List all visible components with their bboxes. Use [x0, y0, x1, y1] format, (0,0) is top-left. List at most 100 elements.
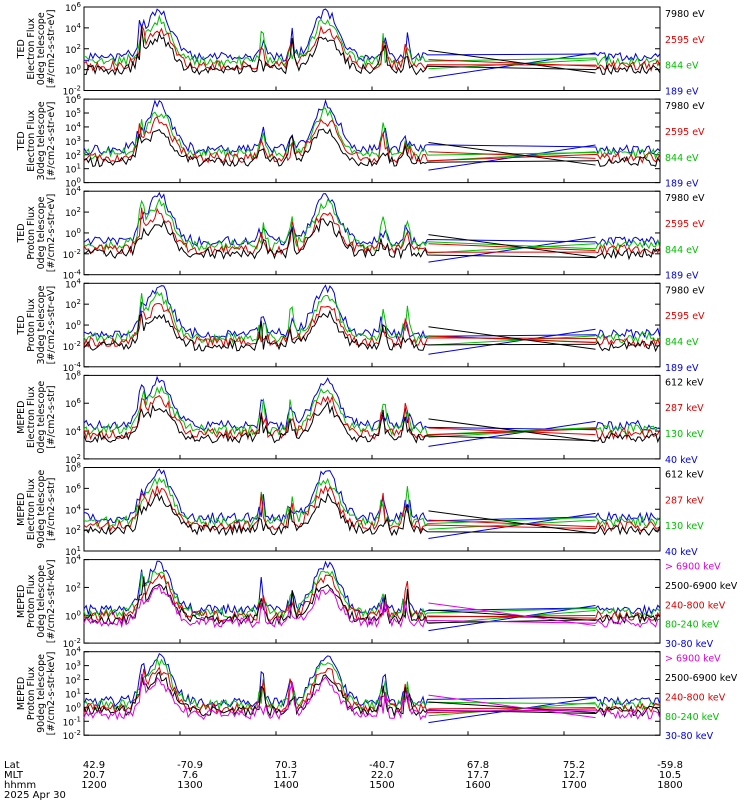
ytick-label: 103: [65, 135, 81, 148]
series-trace: [83, 671, 661, 718]
ylabel-line: [#/cm2-s-str-eV]: [46, 102, 57, 181]
ytick-label: 101: [65, 687, 81, 700]
ylabel-line: [#/cm2-s-str-keV]: [46, 652, 57, 736]
xaxis-row-label-mlt: MLT: [4, 770, 24, 781]
panel-frame: [83, 559, 661, 644]
ytick-label: 100: [65, 701, 81, 714]
series-trace: [83, 652, 661, 709]
ylabel-line: Electron Flux: [26, 386, 37, 448]
xtick-label-lat: 67.8: [467, 760, 489, 771]
series-trace: [83, 8, 661, 63]
series-gap-connector: [428, 49, 596, 74]
xtick-label-hhmm: 1500: [369, 780, 394, 791]
legend-entry: > 6900 keV: [665, 654, 721, 665]
ylabel-line: MEPED: [16, 585, 27, 618]
legend-entry: 7980 eV: [665, 9, 705, 20]
xtick-label-lat: 42.9: [83, 760, 105, 771]
legend-entry: 240-800 keV: [665, 600, 726, 611]
ylabel: TED Proton Flux 0deg telescope [#/cm2-s-str…: [16, 194, 57, 273]
xtick-label-mlt: 20.7: [83, 770, 105, 781]
series-gap-connector: [428, 609, 596, 622]
series-gap-connector: [428, 243, 596, 254]
xtick-label-mlt: 17.7: [467, 770, 489, 781]
legend-entry: 844 eV: [665, 61, 699, 72]
ylabel: MEPED Electron Flux 0deg telescope [#/cm2-s…: [16, 381, 57, 454]
series-trace: [83, 468, 661, 525]
series-gap-connector: [428, 519, 596, 528]
series-gap-connector: [428, 707, 596, 710]
ylabel-line: [#/cm2-s-str-keV]: [46, 559, 57, 643]
legend-entry: 189 eV: [665, 363, 699, 374]
ylabel-line: Electron Flux: [26, 478, 37, 540]
legend-entry: > 6900 keV: [665, 562, 721, 573]
ylabel-line: 0deg telescope: [36, 565, 47, 638]
series-trace: [83, 302, 661, 349]
ytick-label: 100: [65, 227, 81, 240]
ylabel-line: TED: [16, 315, 27, 335]
series-gap-connector: [428, 335, 596, 346]
ylabel-line: 90deg telescope: [36, 654, 47, 733]
ylabel-line: [#/cm2-s-str-eV]: [46, 194, 57, 273]
ytick-label: 10-2: [63, 729, 81, 742]
series-gap-connector: [428, 142, 596, 166]
ytick-label: 104: [65, 425, 81, 438]
ylabel-line: 0deg telescope: [36, 196, 47, 269]
legend-entry: 287 keV: [665, 403, 704, 414]
ylabel-line: 30deg telescope: [36, 101, 47, 180]
series-gap-connector: [428, 510, 596, 534]
ylabel-line: Proton Flux: [26, 206, 37, 260]
series-trace: [83, 207, 661, 256]
legend-entry: 80-240 keV: [665, 620, 720, 631]
legend-entry: 844 eV: [665, 153, 699, 164]
legend-entry: 287 keV: [665, 495, 704, 506]
ytick-label: 102: [65, 674, 81, 687]
ytick-label: 104: [65, 121, 81, 134]
series-gap-connector: [428, 420, 596, 447]
xtick-label-lat: -40.7: [369, 760, 395, 771]
xtick-label-mlt: 12.7: [563, 770, 585, 781]
legend-entry: 7980 eV: [665, 193, 705, 204]
legend-entry: 2595 eV: [665, 219, 705, 230]
xtick-label-mlt: 7.6: [182, 770, 198, 781]
legend-entry: 612 keV: [665, 377, 704, 388]
series-gap-connector: [428, 328, 596, 355]
legend-entry: 40 keV: [665, 547, 698, 558]
panel-frame: [83, 282, 661, 368]
legend-entry: 2595 eV: [665, 35, 705, 46]
series-trace: [83, 191, 661, 247]
series-trace: [83, 576, 661, 626]
ylabel-line: [#/cm2-s-str]: [46, 478, 57, 541]
series-gap-connector: [428, 694, 596, 719]
xaxis-date: 2025 Apr 30: [4, 790, 66, 800]
ytick-label: 102: [65, 524, 81, 537]
series-trace: [83, 385, 661, 437]
ytick-label: 104: [65, 22, 81, 35]
ytick-label: 102: [65, 298, 81, 311]
legend-entry: 30-80 keV: [665, 639, 714, 650]
ylabel-line: TED: [16, 131, 27, 151]
series-trace: [83, 673, 661, 721]
ylabel-line: 90deg telescope: [36, 470, 47, 549]
series-trace: [83, 128, 661, 168]
legend-entry: 844 eV: [665, 245, 699, 256]
ytick-label: 104: [65, 503, 81, 516]
series-trace: [83, 284, 661, 340]
ytick-label: 102: [65, 581, 81, 594]
series-trace: [83, 197, 661, 253]
series-gap-connector: [428, 236, 596, 263]
series-trace: [83, 570, 661, 619]
panel-frame: [83, 98, 661, 184]
ytick-label: 100: [65, 64, 81, 77]
series-gap-connector: [428, 326, 596, 350]
legend-entry: 7980 eV: [665, 101, 705, 112]
series-trace: [83, 290, 661, 344]
xaxis-row-label-lat: Lat: [4, 760, 20, 771]
series-gap-connector: [428, 243, 596, 251]
ytick-label: 105: [65, 107, 81, 120]
